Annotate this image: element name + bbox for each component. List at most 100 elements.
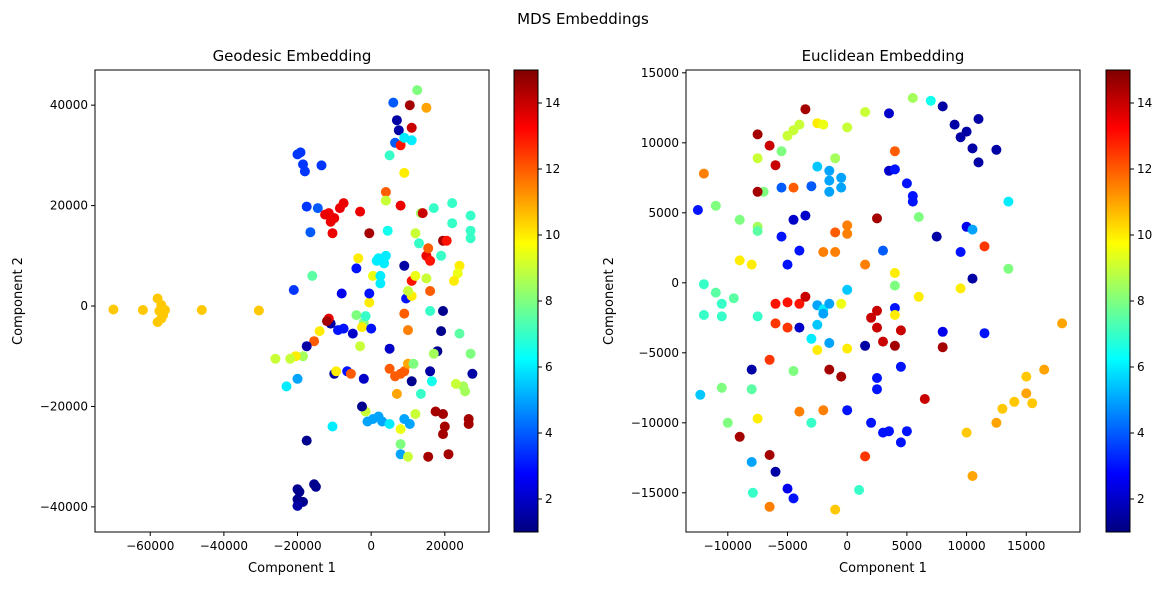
scatter-point [878, 336, 888, 347]
geodesic-colorbar-gradient [513, 69, 539, 533]
scatter-point [384, 363, 395, 374]
scatter-point [734, 431, 745, 442]
scatter-point [818, 247, 829, 257]
scatter-point [345, 368, 356, 379]
euclidean-colorbar: 2 4 6 8 10 12 14 [1105, 69, 1152, 533]
scatter-point [285, 353, 296, 364]
scatter-point [404, 100, 415, 111]
scatter-point [452, 268, 463, 279]
geodesic-ylabel: Component 2 [11, 257, 26, 345]
scatter-point [270, 353, 281, 364]
scatter-point [425, 286, 436, 296]
scatter-point [710, 200, 721, 211]
scatter-point [338, 198, 349, 209]
scatter-point [412, 85, 423, 96]
scatter-point [782, 483, 793, 494]
scatter-point [991, 417, 1002, 428]
scatter-point [327, 421, 338, 432]
scatter-point [842, 122, 853, 133]
scatter-point [872, 384, 882, 395]
scatter-point [364, 288, 375, 299]
scatter-point [830, 504, 841, 515]
scatter-point [824, 298, 835, 309]
colorbar-tick-label: 12 [1137, 162, 1152, 176]
euclidean-points [692, 93, 1068, 515]
scatter-point [776, 231, 787, 242]
scatter-point [391, 115, 402, 126]
scatter-point [872, 213, 882, 224]
colorbar-tick-label: 2 [545, 492, 553, 506]
scatter-point [824, 364, 835, 375]
scatter-point [395, 439, 406, 450]
scatter-point [399, 366, 410, 377]
scatter-point [818, 405, 829, 416]
y-tick-label: −40000 [40, 500, 88, 514]
scatter-point [770, 318, 781, 329]
scatter-point [872, 373, 882, 383]
colorbar-tick-label: 8 [545, 294, 553, 308]
scatter-point [465, 348, 476, 359]
scatter-point [806, 417, 817, 428]
scatter-point [949, 119, 960, 130]
scatter-point [842, 343, 853, 354]
scatter-point [384, 150, 395, 161]
scatter-point [375, 278, 386, 289]
scatter-point [788, 214, 799, 225]
scatter-point [872, 305, 882, 316]
scatter-point [752, 311, 763, 322]
colorbar-tick-label: 6 [545, 360, 553, 374]
scatter-point [866, 417, 877, 428]
scatter-point [824, 175, 835, 186]
scatter-point [447, 218, 458, 229]
scatter-point [160, 305, 170, 315]
scatter-point [327, 228, 338, 239]
scatter-point [414, 238, 424, 249]
scatter-point [919, 394, 930, 404]
x-tick-label: 15000 [1007, 539, 1045, 553]
scatter-point [309, 336, 320, 347]
scatter-point [889, 280, 900, 291]
geodesic-colorbar-ticks: 2 4 6 8 10 12 14 [538, 96, 560, 506]
scatter-point [800, 291, 811, 302]
scatter-point [860, 340, 871, 351]
colorbar-tick-label: 8 [1137, 294, 1145, 308]
scatter-point [746, 457, 757, 467]
scatter-point [1003, 196, 1014, 207]
scatter-point [299, 166, 310, 177]
scatter-point [925, 95, 936, 106]
scatter-point [806, 333, 817, 344]
scatter-point [830, 247, 841, 257]
scatter-point [973, 114, 984, 124]
scatter-point [734, 214, 745, 225]
scatter-point [913, 291, 924, 302]
scatter-point [391, 388, 402, 399]
scatter-point [770, 298, 781, 309]
scatter-point [776, 146, 787, 157]
scatter-point [423, 451, 434, 462]
scatter-point [454, 328, 465, 339]
euclidean-title: Euclidean Embedding [802, 47, 965, 65]
scatter-point [294, 486, 305, 497]
scatter-point [752, 129, 763, 140]
scatter-point [351, 310, 362, 321]
euclidean-colorbar-gradient [1105, 69, 1131, 533]
scatter-point [842, 284, 853, 295]
y-tick-label: 15000 [641, 66, 679, 80]
scatter-point [752, 186, 763, 197]
scatter-point [788, 182, 799, 193]
x-tick-label: 20000 [426, 539, 464, 553]
scatter-point [450, 378, 461, 389]
scatter-point [764, 140, 775, 151]
colorbar-tick-label: 14 [1137, 96, 1152, 110]
colorbar-tick-label: 4 [545, 426, 553, 440]
scatter-point [443, 449, 454, 460]
scatter-point [794, 406, 805, 417]
scatter-point [310, 481, 321, 492]
scatter-point [454, 260, 465, 271]
scatter-point [884, 108, 894, 119]
scatter-point [955, 247, 966, 257]
scatter-point [108, 304, 119, 315]
scatter-point [355, 341, 366, 352]
scatter-point [1009, 396, 1020, 407]
scatter-point [770, 466, 781, 477]
